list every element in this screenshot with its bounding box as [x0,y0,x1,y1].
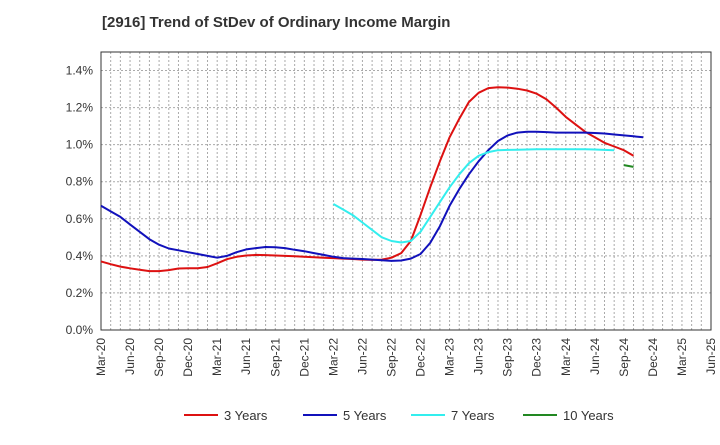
legend-label-3-years: 3 Years [224,408,268,423]
y-tick-label: 0.4% [66,249,94,263]
plot-area [101,52,711,330]
x-tick-label: Mar-23 [443,338,457,376]
legend-label-7-years: 7 Years [451,408,495,423]
x-tick-label: Sep-21 [268,338,282,377]
legend-label-10-years: 10 Years [563,408,614,423]
legend-label-5-years: 5 Years [343,408,387,423]
x-tick-label: Jun-23 [472,338,486,375]
series-line-7-years [332,148,615,244]
x-tick-label: Jun-20 [123,338,137,375]
x-tick-label: Sep-24 [617,338,631,377]
x-tick-label: Sep-22 [384,338,398,377]
x-tick-label: Jun-21 [239,338,253,375]
x-tick-label: Jun-22 [355,338,369,375]
x-tick-label: Mar-22 [326,338,340,376]
x-tick-label: Jun-25 [704,338,718,375]
x-tick-label: Dec-21 [297,338,311,377]
x-tick-label: Mar-24 [559,338,573,376]
series-line-10-years [623,164,634,168]
series-line-5-years [100,130,644,262]
x-tick-label: Sep-20 [152,338,166,377]
x-tick-label: Dec-22 [414,338,428,377]
y-tick-label: 1.2% [66,101,94,115]
x-tick-label: Mar-21 [210,338,224,376]
y-tick-label: 0.2% [66,286,94,300]
x-tick-label: Mar-20 [94,338,108,376]
x-tick-label: Dec-24 [646,338,660,377]
chart-title: [2916] Trend of StDev of Ordinary Income… [102,14,451,31]
y-tick-label: 0.6% [66,212,94,226]
y-tick-label: 1.4% [66,64,94,78]
x-tick-label: Sep-23 [501,338,515,377]
y-tick-label: 0.0% [66,323,94,337]
x-tick-label: Jun-24 [588,338,602,375]
x-tick-label: Mar-25 [675,338,689,376]
plot-frame [100,51,712,331]
x-tick-label: Dec-23 [530,338,544,377]
y-tick-label: 1.0% [66,138,94,152]
x-tick-label: Dec-20 [181,338,195,377]
y-tick-label: 0.8% [66,175,94,189]
